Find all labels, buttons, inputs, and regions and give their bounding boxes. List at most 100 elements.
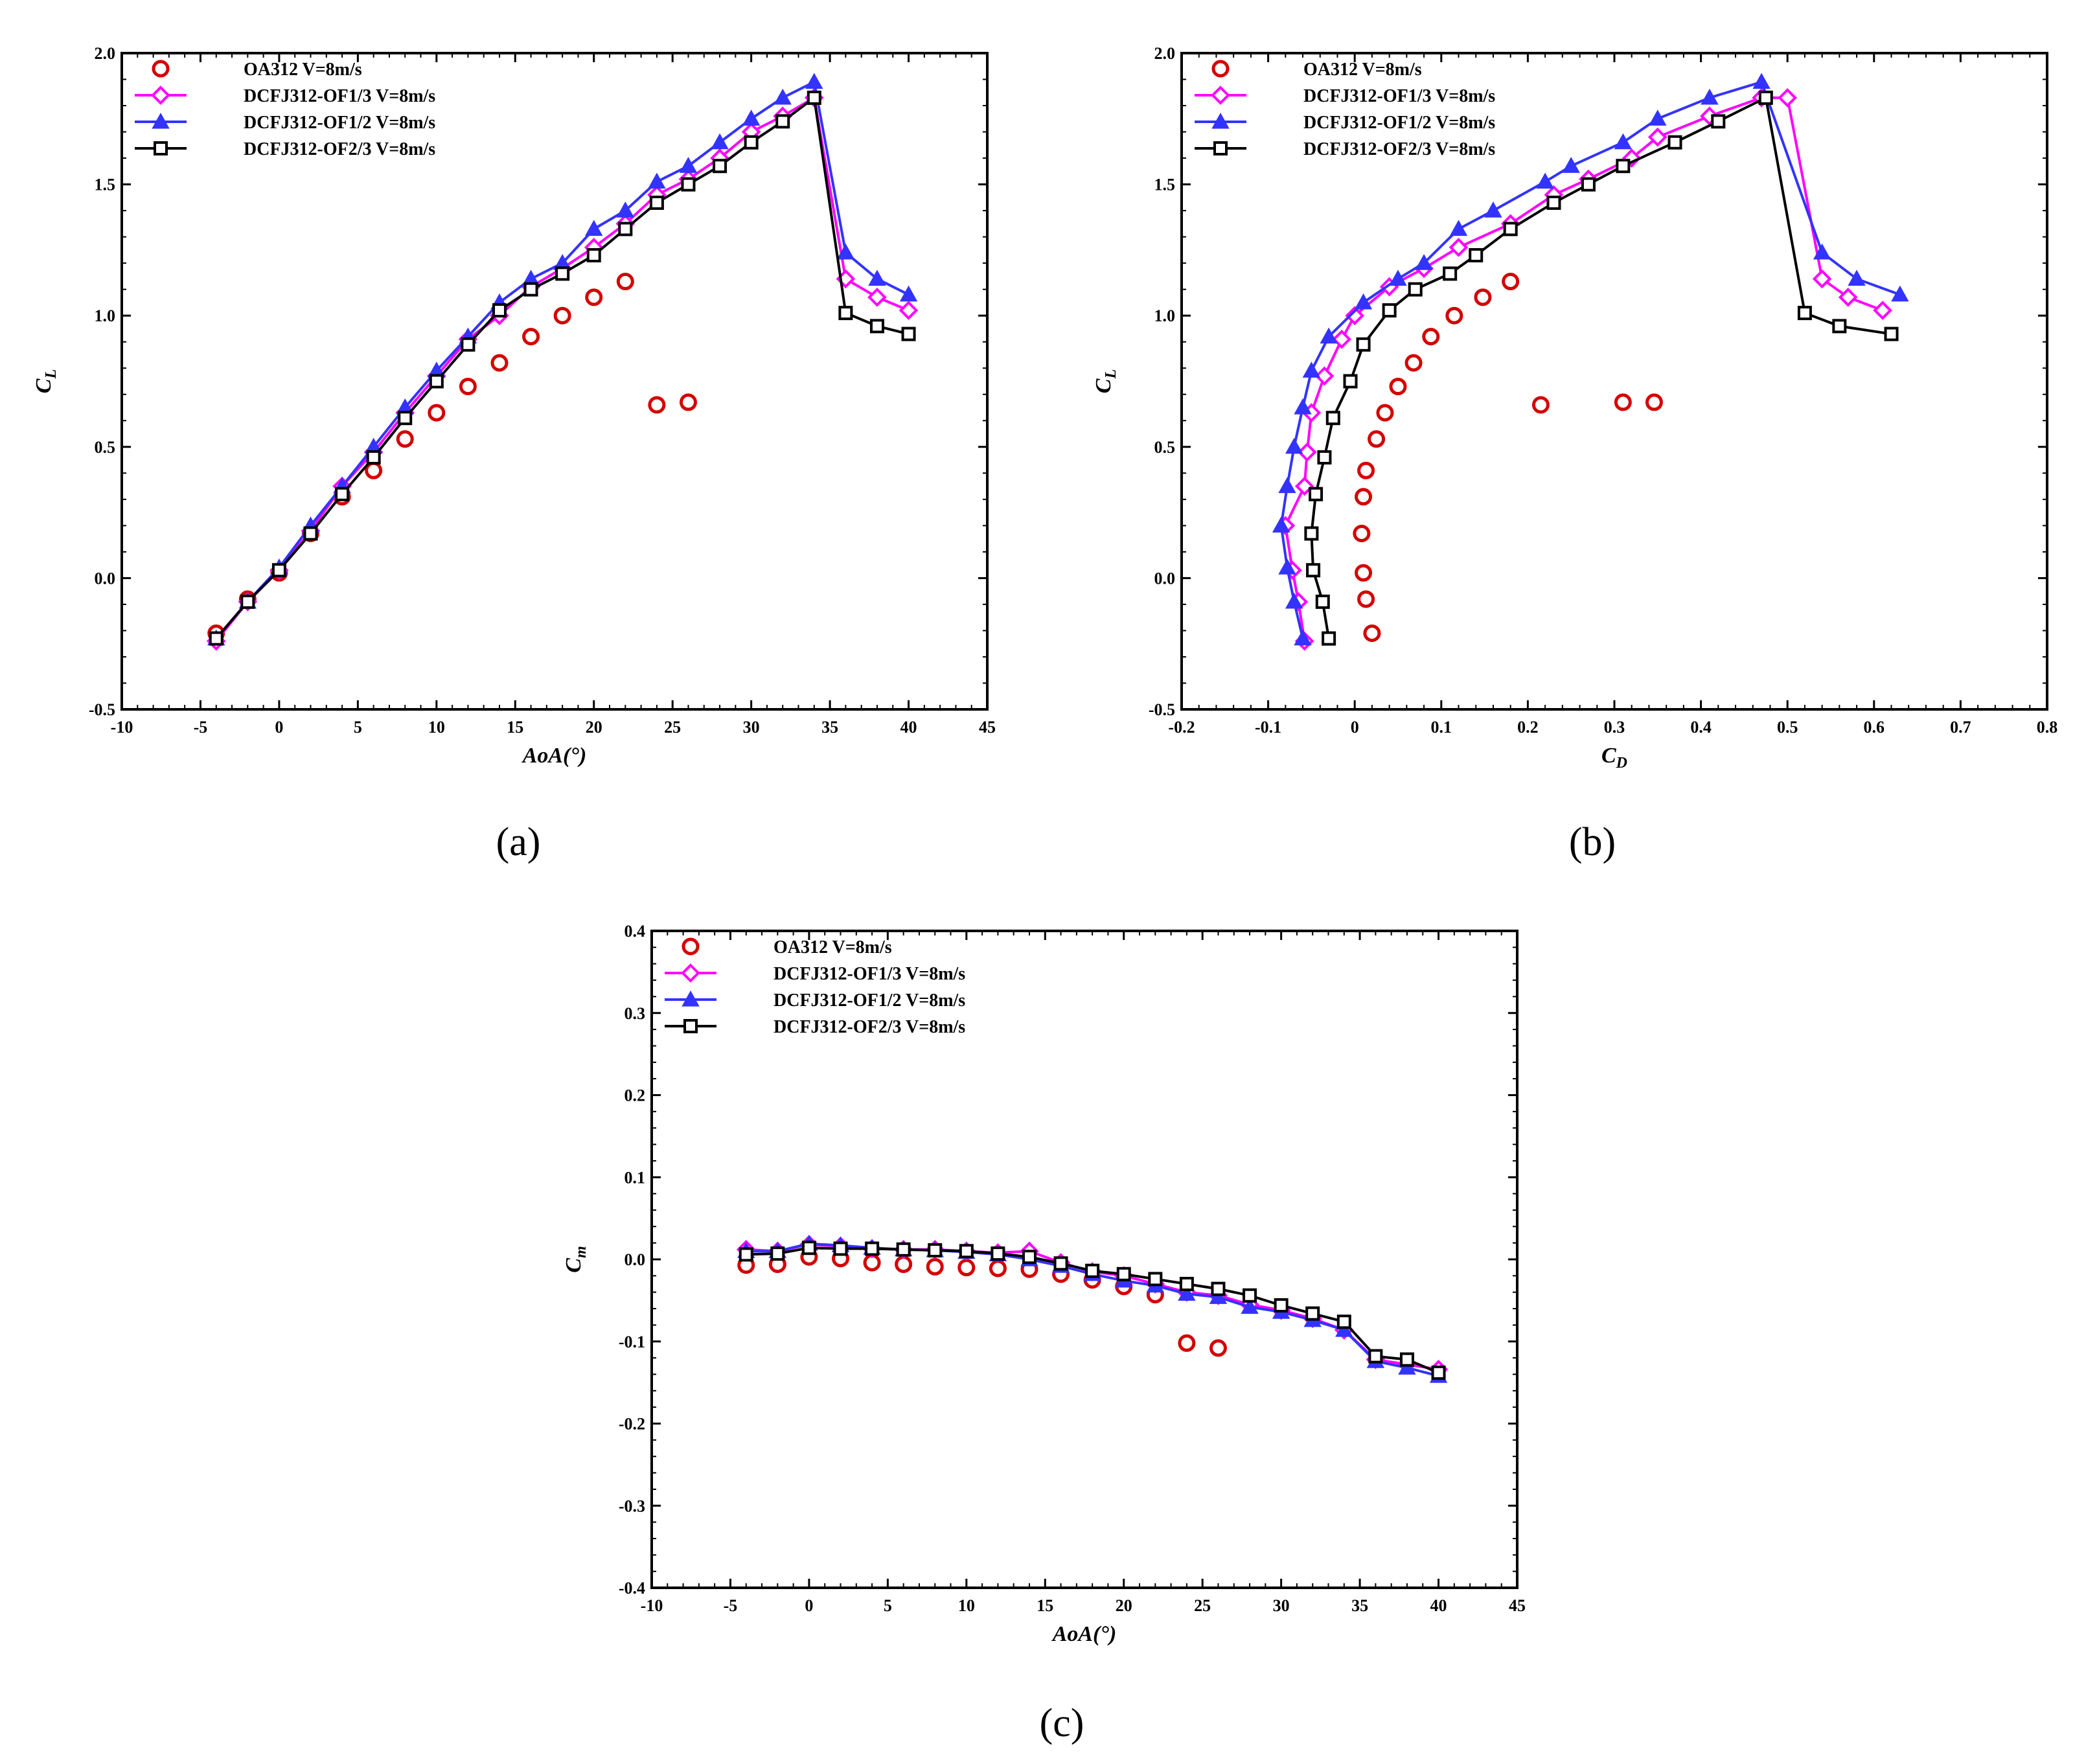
y-tick-label: -0.2 — [619, 1415, 645, 1434]
x-tick-label: 10 — [428, 718, 445, 737]
data-point — [1614, 393, 1632, 411]
series-2 — [207, 73, 918, 646]
data-point — [867, 288, 887, 307]
series-line — [1279, 80, 1901, 639]
y-tick-label: 0.1 — [625, 1168, 646, 1187]
data-point — [773, 88, 792, 105]
x-tick-label: 30 — [743, 718, 760, 737]
y-tick-label: 0.0 — [95, 569, 116, 588]
data-point — [365, 461, 383, 479]
data-point — [801, 1241, 816, 1255]
y-tick-label: -0.3 — [619, 1496, 645, 1515]
data-point — [1848, 269, 1866, 286]
data-point — [271, 563, 286, 578]
series-2 — [737, 1234, 1448, 1383]
data-point — [1363, 624, 1381, 642]
x-tick-label: 10 — [958, 1596, 975, 1615]
data-point — [585, 288, 603, 306]
data-point — [1449, 220, 1468, 236]
data-point — [1647, 127, 1667, 147]
legend-marker — [682, 990, 700, 1007]
data-point — [1778, 88, 1798, 108]
series-line — [215, 80, 910, 639]
data-point — [429, 374, 444, 389]
data-point — [648, 396, 666, 414]
data-point — [713, 159, 728, 174]
x-tick-label: 0.1 — [1431, 718, 1452, 737]
data-point — [807, 90, 821, 105]
plot-frame — [120, 52, 989, 711]
data-point — [959, 1244, 974, 1259]
series-2 — [1272, 73, 1909, 646]
x-axis-label: AoA(°) — [521, 744, 587, 768]
data-point — [1209, 1288, 1228, 1304]
data-point — [1309, 487, 1324, 501]
data-point — [1285, 437, 1303, 454]
data-point — [1357, 590, 1375, 608]
x-tick-label: 0 — [1351, 718, 1359, 737]
data-point — [1325, 411, 1340, 426]
data-point — [1408, 282, 1423, 297]
chart-0: -10 -5 0 5 10 15 20 25 30 35 40 45 -0.5 0.0 0.5 1.0 1.5 2… — [32, 44, 996, 864]
data-point — [895, 1255, 913, 1274]
data-point — [1873, 301, 1892, 320]
data-point — [1382, 303, 1397, 318]
data-point — [836, 243, 855, 260]
legend-marker — [152, 60, 170, 78]
series-1 — [736, 1235, 1449, 1379]
legend-marker — [683, 1019, 698, 1033]
legend-marker — [154, 141, 168, 155]
data-point — [1614, 133, 1633, 150]
data-point — [739, 1247, 753, 1262]
data-point — [1297, 442, 1317, 462]
legend-label: OA312 V=8m/s — [773, 937, 892, 957]
data-point — [461, 337, 476, 352]
data-point — [1315, 594, 1330, 609]
data-point — [1449, 238, 1469, 257]
legend-label: DCFJ312-OF2/3 V=8m/s — [773, 1017, 965, 1037]
data-point — [775, 114, 790, 129]
data-point — [1616, 159, 1631, 174]
x-tick-label: 45 — [1509, 1596, 1526, 1615]
series-line — [1310, 95, 1892, 639]
data-point — [1272, 516, 1290, 533]
chart-2: -10 -5 0 5 10 15 20 25 30 35 40 45 -0.4 -0.3 -0.2 -0.1 0… — [562, 922, 1526, 1745]
data-point — [553, 306, 571, 325]
legend-label: DCFJ312-OF1/3 V=8m/s — [773, 964, 965, 984]
data-point — [616, 201, 635, 218]
data-point — [1274, 1298, 1289, 1312]
data-point — [240, 594, 255, 609]
series-3 — [1304, 90, 1899, 646]
data-point — [303, 526, 318, 541]
series-line — [215, 95, 910, 639]
data-point — [1178, 1285, 1196, 1301]
data-point — [428, 404, 446, 422]
data-point — [335, 487, 350, 501]
series-1 — [1276, 88, 1892, 651]
data-point — [648, 172, 666, 189]
series-1 — [206, 88, 919, 651]
y-tick-label: 0.0 — [1154, 569, 1176, 588]
x-tick-label: 0.2 — [1517, 718, 1539, 737]
panel-label: (b) — [1569, 820, 1616, 864]
data-point — [1335, 1320, 1353, 1337]
panel-label: (c) — [1040, 1701, 1084, 1745]
data-point — [396, 430, 414, 448]
data-point — [1399, 1352, 1414, 1367]
legend-label: DCFJ312-OF1/2 V=8m/s — [244, 113, 435, 133]
x-tick-label: 15 — [507, 718, 523, 737]
y-axis: -0.4 -0.3 -0.2 -0.1 0.0 0.1 0.2 0.3 0.4 — [619, 922, 1517, 1598]
x-tick-label: 25 — [1194, 1596, 1211, 1615]
data-point — [1336, 1314, 1351, 1329]
data-point — [1320, 327, 1338, 344]
chart-1: -0.2 -0.1 0 0.1 0.2 0.3 0.4 0.5 0.6 0.7 0.8 -0.5 0.0… — [1092, 44, 2057, 864]
y-tick-label: -0.1 — [619, 1333, 645, 1351]
legend-label: DCFJ312-OF1/3 V=8m/s — [1303, 86, 1495, 106]
y-axis: -0.5 0.0 0.5 1.0 1.5 2.0 — [89, 44, 987, 719]
x-tick-label: 35 — [1351, 1596, 1368, 1615]
panel-label: (a) — [496, 820, 541, 864]
y-tick-label: 1.0 — [95, 306, 116, 325]
data-point — [957, 1259, 976, 1277]
data-point — [586, 248, 601, 263]
